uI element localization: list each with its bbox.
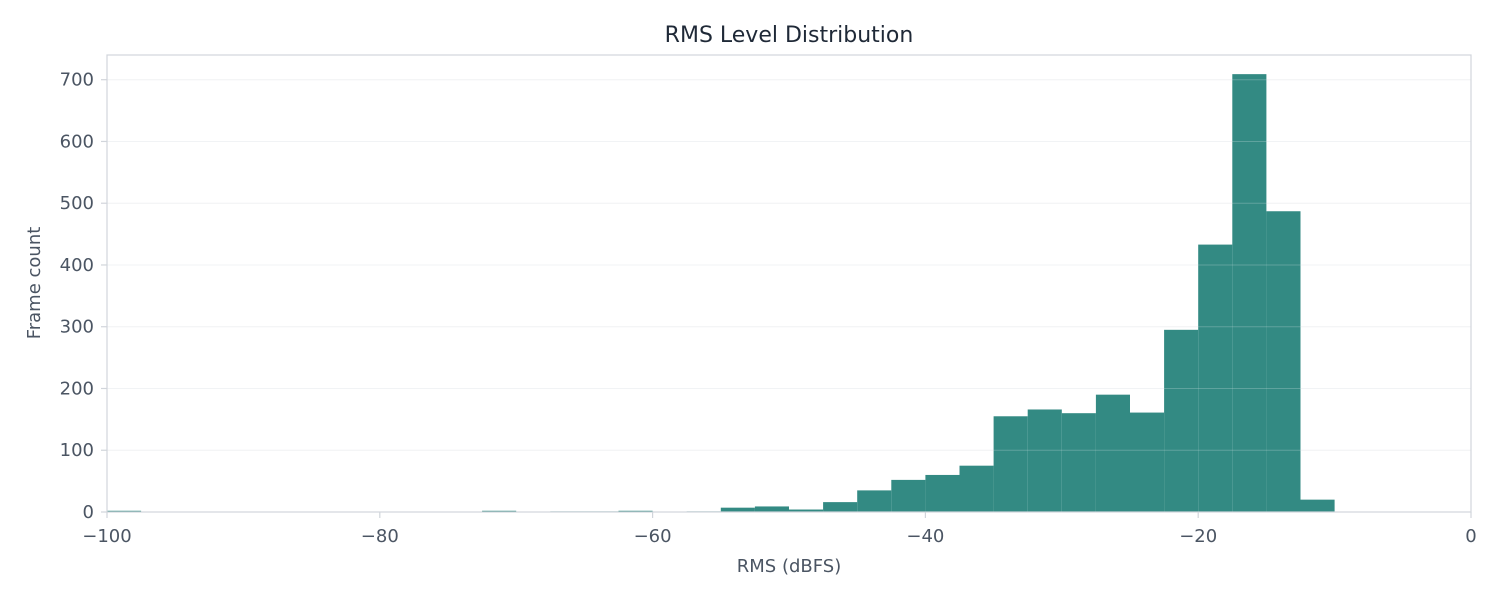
x-tick-label: 0	[1465, 526, 1476, 547]
y-tick-label: 700	[60, 70, 94, 91]
grid-lines	[107, 79, 1471, 451]
histogram-bar	[959, 465, 994, 512]
chart-title: RMS Level Distribution	[665, 23, 914, 48]
histogram-bar	[1232, 74, 1267, 512]
histogram-bar	[107, 510, 142, 512]
histogram-bar	[1095, 394, 1130, 512]
histogram-bar	[618, 510, 653, 512]
x-tick-label: −60	[634, 526, 672, 547]
histogram-bar	[1266, 211, 1301, 512]
histogram-bar	[1027, 409, 1062, 512]
y-tick-label: 600	[60, 131, 94, 152]
y-tick-label: 500	[60, 193, 94, 214]
y-tick-label: 0	[83, 502, 94, 523]
y-tick-label: 100	[60, 440, 94, 461]
histogram-bar	[823, 502, 858, 512]
histogram-bar	[925, 474, 960, 512]
x-axis-label: RMS (dBFS)	[737, 556, 841, 577]
histogram-bar	[754, 506, 789, 512]
x-tick-label: −80	[361, 526, 399, 547]
histogram-bar	[1130, 412, 1165, 512]
y-axis-label: Frame count	[24, 227, 45, 340]
histogram-bar	[891, 479, 926, 512]
x-tick-label: −40	[906, 526, 944, 547]
histogram-bar	[857, 490, 892, 512]
plot-frame	[106, 54, 1472, 513]
x-tick-label: −100	[82, 526, 131, 547]
histogram-bar	[1198, 244, 1233, 512]
histogram-bar	[1061, 413, 1096, 512]
histogram-bar	[1300, 499, 1335, 512]
histogram-bar	[789, 509, 824, 512]
histogram-bars	[107, 74, 1471, 512]
histogram-bar	[993, 416, 1028, 512]
histogram-bar	[720, 507, 755, 512]
y-axis-ticks: 0 100 200 300 400 500 600 700	[60, 70, 107, 523]
x-tick-label: −20	[1179, 526, 1217, 547]
y-tick-label: 300	[60, 317, 94, 338]
y-tick-label: 400	[60, 255, 94, 276]
y-tick-label: 200	[60, 378, 94, 399]
x-axis-ticks: −100 −80 −60 −40 −20 0	[82, 512, 1477, 547]
histogram-bar	[1164, 329, 1199, 512]
histogram-bar	[482, 510, 517, 512]
